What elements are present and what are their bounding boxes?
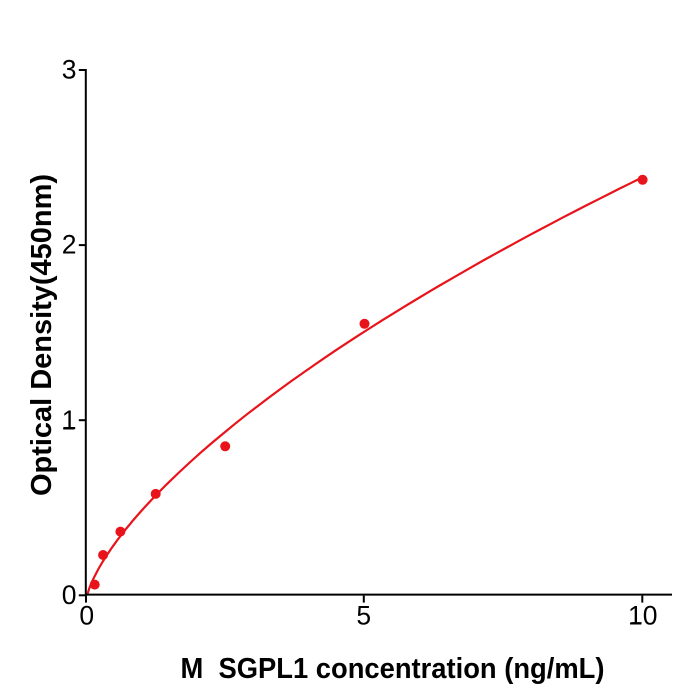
svg-text:0: 0	[62, 580, 77, 610]
svg-text:3: 3	[62, 55, 77, 85]
svg-text:5: 5	[356, 600, 371, 630]
svg-text:0: 0	[79, 600, 94, 630]
svg-text:1: 1	[62, 405, 77, 435]
svg-text:2: 2	[62, 230, 77, 260]
svg-text:M SGPL1 concentration (ng/mL): M SGPL1 concentration (ng/mL)	[181, 653, 605, 685]
svg-text:10: 10	[628, 600, 657, 630]
svg-text:Optical Density(450nm): Optical Density(450nm)	[26, 174, 58, 496]
